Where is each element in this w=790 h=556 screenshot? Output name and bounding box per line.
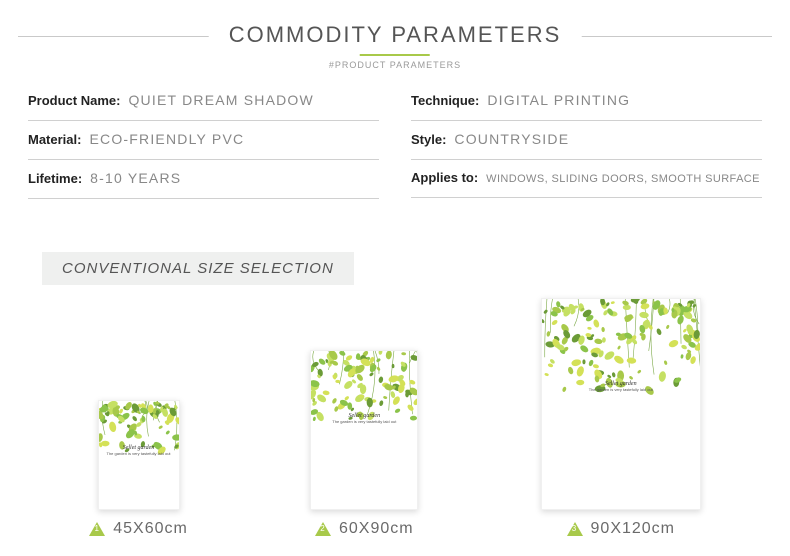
parameters-grid: Product Name: QUIET DREAM SHADOW Material:… [20, 82, 770, 199]
size-dimensions: 45X60cm [113, 520, 188, 538]
size-index: 3 [571, 524, 579, 533]
size-index: 2 [319, 524, 327, 533]
product-preview-card: Sellet gardenThe garden is very tasteful… [98, 400, 180, 510]
param-value: ECO-FRIENDLY PVC [89, 131, 244, 147]
size-dimensions: 60X90cm [339, 520, 414, 538]
card-caption: Sellet gardenThe garden is very tasteful… [589, 381, 653, 392]
params-left-column: Product Name: QUIET DREAM SHADOW Material:… [20, 82, 395, 199]
triangle-marker-icon: 1 [89, 522, 105, 536]
param-label: Material: [28, 132, 81, 147]
card-caption: Sellet gardenThe garden is very tasteful… [332, 413, 396, 424]
product-preview-card: Sellet gardenThe garden is very tasteful… [541, 298, 701, 510]
product-preview-card: Sellet gardenThe garden is very tasteful… [310, 350, 418, 510]
param-row-left-0: Product Name: QUIET DREAM SHADOW [28, 82, 379, 121]
param-row-left-1: Material: ECO-FRIENDLY PVC [28, 121, 379, 160]
param-value: QUIET DREAM SHADOW [128, 92, 313, 108]
title-underline [360, 54, 430, 56]
page-subtitle: #PRODUCT PARAMETERS [229, 60, 562, 70]
size-label: 2 60X90cm [315, 520, 414, 538]
size-option-3: Sellet gardenThe garden is very tasteful… [541, 298, 701, 538]
size-option-1: Sellet gardenThe garden is very tasteful… [89, 400, 188, 538]
param-label: Lifetime: [28, 171, 82, 186]
size-label: 3 90X120cm [567, 520, 676, 538]
param-label: Style: [411, 132, 446, 147]
param-value: WINDOWS, SLIDING DOORS, SMOOTH SURFACE [486, 173, 760, 185]
param-value: COUNTRYSIDE [454, 131, 569, 147]
size-dimensions: 90X120cm [591, 520, 676, 538]
param-label: Technique: [411, 93, 479, 108]
param-value: 8-10 YEARS [90, 170, 181, 186]
size-label: 1 45X60cm [89, 520, 188, 538]
size-section-header: CONVENTIONAL SIZE SELECTION [42, 252, 354, 285]
param-row-right-1: Style: COUNTRYSIDE [411, 121, 762, 160]
param-value: DIGITAL PRINTING [487, 92, 630, 108]
param-label: Product Name: [28, 93, 120, 108]
card-caption: Sellet gardenThe garden is very tasteful… [107, 445, 171, 456]
param-label: Applies to: [411, 170, 478, 185]
param-row-right-0: Technique: DIGITAL PRINTING [411, 82, 762, 121]
size-options-row: Sellet gardenThe garden is very tasteful… [28, 298, 762, 538]
header-block: COMMODITY PARAMETERS #PRODUCT PARAMETERS [209, 22, 582, 70]
triangle-marker-icon: 2 [315, 522, 331, 536]
page-title: COMMODITY PARAMETERS [229, 22, 562, 48]
triangle-marker-icon: 3 [567, 522, 583, 536]
param-row-left-2: Lifetime: 8-10 YEARS [28, 160, 379, 199]
size-index: 1 [93, 524, 101, 533]
size-option-2: Sellet gardenThe garden is very tasteful… [310, 350, 418, 538]
param-row-right-2: Applies to: WINDOWS, SLIDING DOORS, SMOOT… [411, 160, 762, 198]
params-right-column: Technique: DIGITAL PRINTING Style: COUNTRYS… [395, 82, 770, 199]
